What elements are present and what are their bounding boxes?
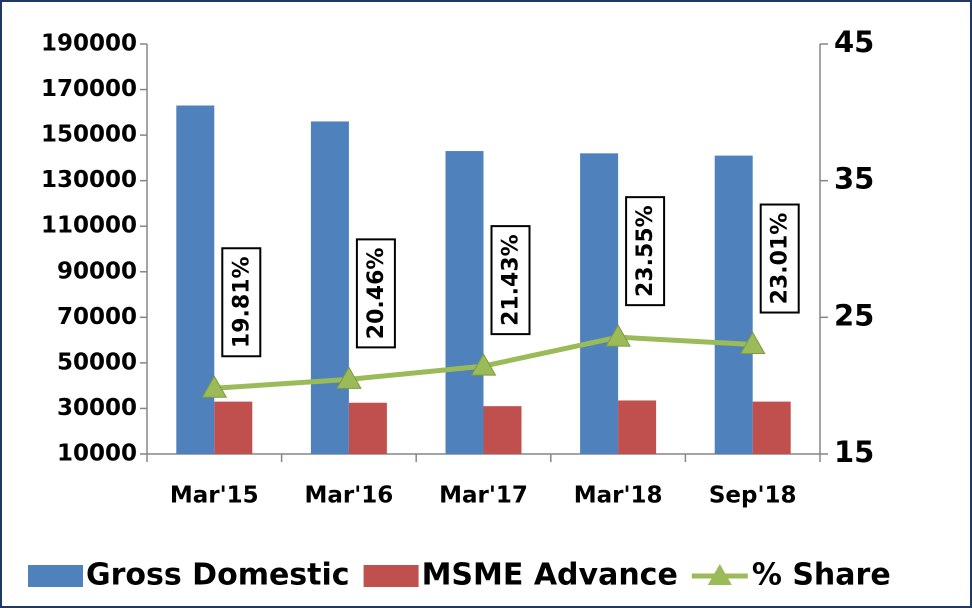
marker bbox=[336, 366, 362, 389]
y2-tick-label: 45 bbox=[834, 25, 874, 59]
data-label: 21.43% bbox=[490, 225, 531, 336]
bar bbox=[580, 153, 619, 455]
bar bbox=[752, 401, 791, 454]
data-label-box bbox=[625, 196, 666, 307]
marker bbox=[201, 375, 228, 398]
bar bbox=[618, 400, 657, 454]
data-label: 20.46% bbox=[355, 238, 396, 349]
x-tick-label: Mar'16 bbox=[304, 483, 393, 509]
y-tick-label: 50000 bbox=[57, 349, 137, 375]
marker bbox=[739, 331, 766, 355]
y-tick-label: 70000 bbox=[57, 304, 137, 330]
data-label-text: 20.46% bbox=[364, 248, 389, 340]
y2-tick-label: 15 bbox=[834, 435, 874, 469]
data-label: 23.55% bbox=[625, 196, 666, 307]
data-label: 19.81% bbox=[221, 247, 262, 358]
marker bbox=[470, 353, 497, 376]
y2-tick-label: 25 bbox=[834, 298, 874, 332]
y-tick-label: 10000 bbox=[57, 441, 137, 467]
bar bbox=[445, 151, 484, 455]
y-tick-label: 110000 bbox=[41, 213, 137, 239]
bar bbox=[483, 406, 522, 454]
x-tick-label: Mar'15 bbox=[170, 483, 259, 509]
legend-label: Gross Domestic bbox=[86, 558, 350, 593]
y-tick-label: 150000 bbox=[41, 122, 137, 148]
data-label-text: 19.81% bbox=[229, 256, 254, 348]
data-label-box bbox=[490, 225, 531, 336]
data-label-box bbox=[355, 238, 396, 349]
x-tick-label: Mar'18 bbox=[574, 483, 663, 509]
x-tick-label: Mar'17 bbox=[439, 483, 528, 509]
legend-label: MSME Advance bbox=[422, 558, 678, 593]
y-tick-label: 190000 bbox=[41, 31, 137, 57]
legend-swatch bbox=[363, 565, 419, 587]
data-label-box bbox=[221, 247, 262, 358]
data-label: 23.01% bbox=[759, 203, 800, 314]
legend-label: % Share bbox=[752, 558, 891, 593]
bar bbox=[348, 402, 387, 454]
bar bbox=[176, 105, 215, 454]
legend-marker bbox=[707, 564, 732, 585]
marker bbox=[605, 324, 631, 347]
y-tick-label: 30000 bbox=[57, 395, 137, 421]
x-tick-label: Sep'18 bbox=[709, 483, 797, 509]
bar bbox=[310, 121, 349, 454]
y-tick-label: 90000 bbox=[57, 258, 137, 284]
legend-swatch bbox=[28, 565, 83, 587]
data-label-text: 23.01% bbox=[768, 213, 793, 305]
y2-tick-label: 35 bbox=[834, 162, 874, 196]
data-label-text: 23.55% bbox=[633, 205, 658, 297]
y-tick-label: 130000 bbox=[41, 167, 137, 193]
data-label-text: 21.43% bbox=[499, 234, 524, 326]
bar bbox=[214, 401, 253, 454]
y-tick-label: 170000 bbox=[41, 76, 137, 102]
data-label-box bbox=[759, 203, 800, 314]
bar bbox=[714, 155, 753, 454]
